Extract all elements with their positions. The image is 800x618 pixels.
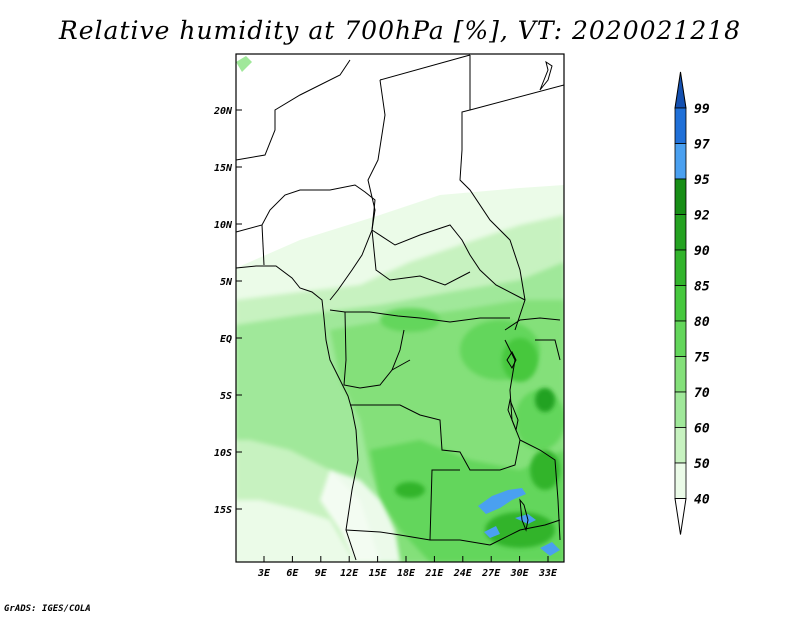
colorbar-label: 60 — [694, 422, 710, 437]
lat-tick-label: 5N — [220, 277, 233, 288]
colorbar-segment — [674, 143, 687, 180]
lat-tick-label: 5S — [220, 391, 232, 402]
lat-tick-label: 10S — [214, 448, 232, 459]
grads-credit: GrADS: IGES/COLA — [4, 604, 91, 614]
colorbar-label: 92 — [694, 209, 710, 224]
country-borders — [236, 54, 564, 561]
colorbar-segment — [674, 249, 687, 286]
colorbar-label: 99 — [694, 102, 710, 117]
colorbar-segment — [674, 107, 687, 144]
lat-tick-label: 15N — [214, 163, 233, 174]
colorbar-segment — [674, 498, 687, 535]
colorbar-label: 85 — [694, 280, 710, 295]
colorbar-segment — [674, 462, 687, 499]
chart-title: Relative humidity at 700hPa [%], VT: 202… — [58, 16, 742, 45]
lon-tick-label: 33E — [538, 568, 558, 579]
colorbar-segment — [674, 427, 687, 464]
lat-tick-label: 20N — [213, 106, 233, 117]
colorbar-label: 95 — [694, 173, 710, 188]
colorbar-label: 90 — [694, 244, 710, 259]
lat-tick-label: 10N — [214, 220, 233, 231]
lat-tick-label: 15S — [214, 505, 232, 516]
map-frame — [235, 53, 565, 563]
colorbar-label: 75 — [694, 351, 710, 366]
colorbar-segment — [674, 214, 687, 251]
colorbar-segment — [674, 285, 687, 322]
lon-tick-label: 9E — [315, 568, 328, 579]
lon-tick-label: 15E — [369, 568, 388, 579]
lon-tick-label: 27E — [481, 568, 501, 579]
lon-tick-label: 24E — [453, 568, 473, 579]
humidity-field — [236, 54, 564, 562]
lon-tick-label: 21E — [424, 568, 444, 579]
latitude-axis: 20N 15N 10N 5N EQ 5S 10S 15S — [213, 106, 242, 516]
colorbar-segment — [674, 356, 687, 393]
colorbar: 40 50 60 70 75 80 85 90 92 95 97 99 — [674, 71, 710, 535]
colorbar-label: 50 — [694, 457, 710, 472]
colorbar-segment — [674, 178, 687, 215]
colorbar-segment — [674, 71, 687, 109]
colorbar-label: 97 — [694, 138, 710, 153]
colorbar-segment — [674, 320, 687, 357]
colorbar-label: 40 — [694, 493, 710, 508]
longitude-axis: 3E 6E 9E 12E 15E 18E 21E 24E 27E 30E 33E — [257, 556, 558, 579]
lat-tick-label: EQ — [220, 334, 232, 345]
lon-tick-label: 12E — [340, 568, 359, 579]
colorbar-label: 80 — [694, 315, 710, 330]
lon-tick-label: 30E — [510, 568, 530, 579]
colorbar-segment — [674, 391, 687, 428]
colorbar-label: 70 — [694, 386, 710, 401]
lon-tick-label: 18E — [397, 568, 416, 579]
lon-tick-label: 3E — [257, 568, 271, 579]
lon-tick-label: 6E — [286, 568, 299, 579]
